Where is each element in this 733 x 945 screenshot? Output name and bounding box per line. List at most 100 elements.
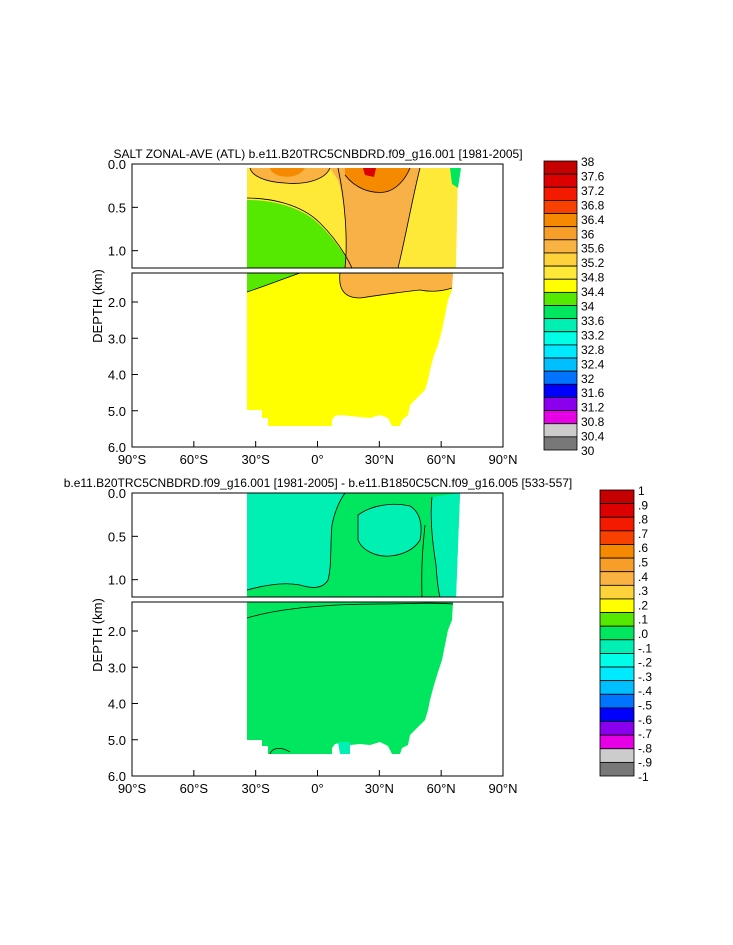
panel2-x-ticks: 90°S 60°S 30°S 0° 30°N 60°N 90°N — [118, 770, 518, 796]
colorbar-label: 32.8 — [581, 343, 605, 357]
colorbar-box — [599, 693, 635, 709]
colorbar-label: .0 — [638, 627, 648, 641]
colorbar-box — [599, 489, 635, 505]
colorbar-label: .7 — [638, 527, 648, 541]
panel1-contour-3 — [397, 167, 421, 269]
colorbar-box — [543, 213, 578, 228]
x-tick-label: 60°N — [427, 452, 456, 467]
panel2-contour-2 — [357, 503, 422, 557]
panel1-contour-1 — [246, 197, 353, 269]
panel1-contour-5 — [344, 167, 411, 193]
y-tick-label: 3.0 — [108, 660, 126, 675]
colorbar-box — [543, 357, 578, 372]
panel2-lower-contour — [246, 602, 454, 619]
panel1-colorbar: 3837.637.236.836.43635.635.234.834.43433… — [543, 155, 605, 458]
colorbar-box — [543, 239, 578, 254]
panel1-title: SALT ZONAL-AVE (ATL) b.e11.B20TRC5CNBDRD… — [113, 147, 522, 161]
panel2-contour-1 — [246, 492, 346, 591]
colorbar-box — [599, 571, 635, 586]
colorbar-box — [543, 331, 578, 346]
colorbar-box — [599, 734, 635, 750]
colorbar-box — [543, 344, 578, 359]
colorbar-label: 36 — [581, 227, 595, 241]
panel2-y-axis-label: DEPTH (km) — [90, 598, 105, 672]
colorbar-label: 35.2 — [581, 256, 605, 270]
x-tick-label: 90°N — [488, 781, 517, 796]
x-tick-label: 30°S — [241, 781, 270, 796]
y-tick-label: 4.0 — [108, 368, 126, 383]
colorbar-label: 33.2 — [581, 328, 605, 342]
y-tick-label: 0.5 — [108, 200, 126, 215]
panel1-upper-subtropical-north — [330, 168, 420, 268]
colorbar-label: .6 — [638, 541, 648, 555]
panel2-lower-field — [246, 602, 454, 755]
y-tick-label: 1.0 — [108, 244, 126, 259]
panel2-colorbar: 1.9.8.7.6.5.4.3.2.1.0-.1-.2-.3-.4-.5-.6-… — [599, 484, 652, 784]
x-tick-label: 90°S — [118, 781, 147, 796]
y-tick-label: 0.0 — [108, 486, 126, 501]
panel1-contour-4 — [249, 167, 331, 184]
colorbar-label: -1 — [638, 770, 649, 784]
colorbar-label: -.7 — [638, 727, 652, 741]
colorbar-box — [543, 252, 578, 267]
panel1-upper-frame — [131, 163, 504, 269]
x-tick-label: 0° — [311, 781, 323, 796]
y-tick-label: 3.0 — [108, 331, 126, 346]
colorbar-label: .8 — [638, 513, 648, 527]
panel2-lower-base-fill — [247, 602, 453, 754]
y-tick-label: 0.5 — [108, 529, 126, 544]
x-tick-label: 0° — [311, 452, 323, 467]
colorbar-box — [543, 383, 578, 398]
colorbar-box — [599, 639, 635, 654]
colorbar-label: .3 — [638, 584, 648, 598]
colorbar-label: -.4 — [638, 684, 652, 698]
panel1-x-ticks: 90°S 60°S 30°S 0° 30°N 60°N 90°N — [118, 441, 518, 467]
colorbar-box — [599, 530, 635, 545]
colorbar-box — [599, 612, 635, 627]
colorbar-label: 1 — [638, 484, 645, 498]
colorbar-box — [543, 436, 578, 451]
colorbar-label: 30.8 — [581, 415, 605, 429]
colorbar-label: 34 — [581, 300, 595, 314]
colorbar-box — [599, 721, 635, 736]
colorbar-label: -.9 — [638, 756, 652, 770]
panel2-upper-negative-south — [247, 493, 345, 590]
panel2-upper-frame — [131, 492, 504, 598]
y-tick-label: 4.0 — [108, 697, 126, 712]
colorbar-label: -.8 — [638, 741, 652, 755]
panel1-y-axis-label: DEPTH (km) — [90, 269, 105, 343]
colorbar-box — [599, 748, 635, 763]
panel2-upper-negative-north — [358, 504, 422, 557]
panel1-upper-red-maximum — [363, 168, 376, 177]
colorbar-label: 38 — [581, 155, 595, 169]
colorbar-label: .4 — [638, 570, 648, 584]
panel1-lower-field — [246, 272, 453, 426]
panel1-lower-contour-north — [339, 272, 453, 299]
colorbar-label: -.2 — [638, 656, 652, 670]
colorbar-label: -.3 — [638, 670, 652, 684]
colorbar-box — [543, 370, 578, 385]
panel2-y-ticks: 0.0 0.5 1.0 2.0 3.0 4.0 5.0 6.0 — [108, 486, 138, 784]
x-tick-label: 60°S — [180, 781, 209, 796]
panel2-lower-contour-bottom — [269, 748, 291, 755]
x-tick-label: 60°S — [180, 452, 209, 467]
colorbar-box — [543, 265, 578, 280]
panel-salt-zonal-average: SALT ZONAL-AVE (ATL) b.e11.B20TRC5CNBDRD… — [90, 147, 605, 467]
colorbar-label: 31.2 — [581, 401, 605, 415]
colorbar-label: -.1 — [638, 641, 652, 655]
colorbar-label: 30.4 — [581, 430, 605, 444]
panel1-lower-north-saline — [339, 273, 453, 298]
colorbar-label: .1 — [638, 613, 648, 627]
panel-salt-difference: b.e11.B20TRC5CNBDRD.f09_g16.001 [1981-20… — [64, 476, 653, 796]
y-tick-label: 5.0 — [108, 733, 126, 748]
y-tick-label: 2.0 — [108, 624, 126, 639]
panel1-lower-contour — [246, 272, 301, 293]
colorbar-label: .5 — [638, 556, 648, 570]
panel1-upper-field — [246, 167, 461, 269]
colorbar-box — [543, 305, 578, 320]
colorbar-box — [543, 200, 578, 214]
colorbar-label: -.6 — [638, 713, 652, 727]
colorbar-label: 37.6 — [581, 169, 605, 183]
colorbar-label: -.5 — [638, 699, 652, 713]
